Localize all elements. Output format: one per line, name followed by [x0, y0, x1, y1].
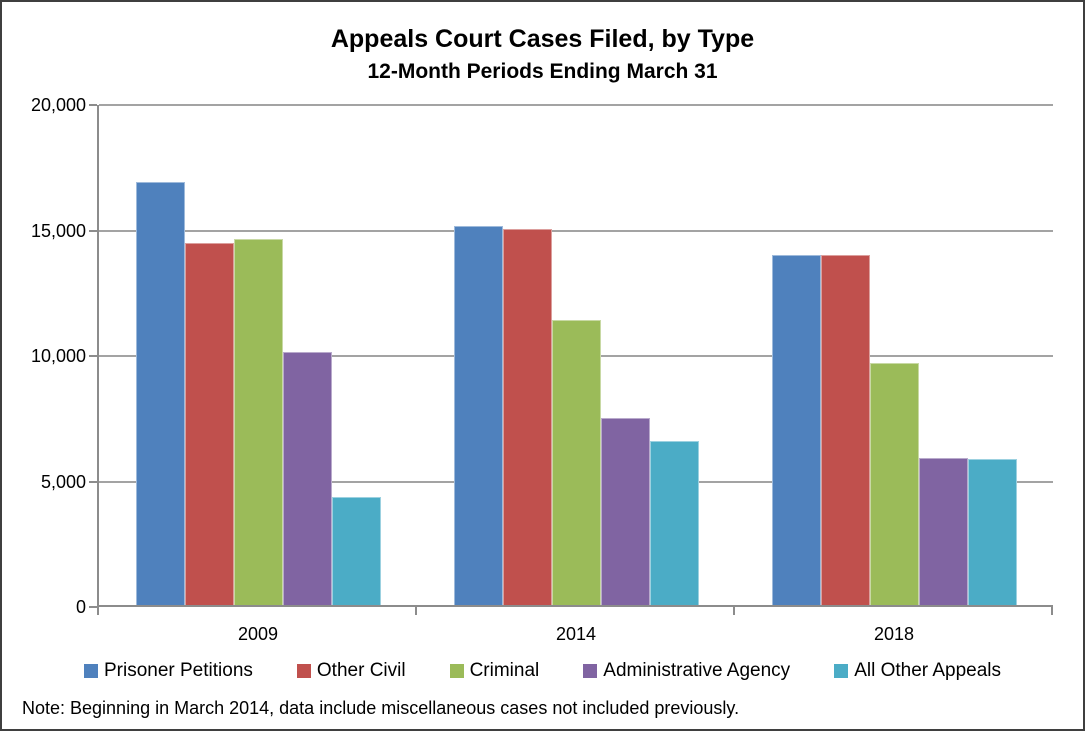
- bar: [918, 458, 968, 605]
- y-axis-tick: [89, 355, 97, 357]
- bar: [967, 459, 1017, 605]
- legend-marker-icon: [449, 664, 464, 678]
- bar: [502, 228, 552, 605]
- plot-area: 0 5,000 10,000 15,000 20,000 2009 2014 2018: [31, 95, 1053, 644]
- legend-marker-icon: [296, 664, 311, 678]
- legend-label: Criminal: [469, 660, 540, 681]
- legend-label: Other Civil: [316, 660, 406, 681]
- legend-marker-icon: [834, 664, 849, 678]
- bar: [600, 417, 650, 605]
- bar: [331, 497, 381, 605]
- legend-item: All Other Appeals: [834, 660, 1001, 682]
- legend-label: Prisoner Petitions: [103, 660, 253, 681]
- x-axis-tick: [415, 607, 417, 615]
- x-axis-tick: [97, 607, 99, 615]
- legend-label: Administrative Agency: [603, 660, 791, 681]
- y-axis-tick: [89, 606, 97, 608]
- legend-item: Other Civil: [296, 660, 406, 682]
- bar: [233, 239, 283, 605]
- legend-label: All Other Appeals: [854, 660, 1001, 681]
- bar: [184, 242, 234, 605]
- legend-item: Prisoner Petitions: [83, 660, 253, 682]
- gridline: [99, 229, 1053, 232]
- bar: [820, 254, 870, 605]
- gridline: [99, 104, 1053, 106]
- category-label: 2009: [237, 624, 279, 644]
- y-axis-tick: [89, 480, 97, 483]
- legend-marker-icon: [83, 664, 98, 678]
- y-axis-tick: [89, 104, 97, 106]
- category-label: 2014: [555, 624, 597, 644]
- x-axis-tick: [1051, 607, 1053, 615]
- legend-marker-icon: [583, 664, 598, 678]
- y-axis-tick-label: 5,000: [40, 471, 86, 492]
- y-axis-tick-label: 20,000: [30, 95, 86, 115]
- legend-item: Administrative Agency: [583, 660, 790, 682]
- y-axis-tick: [89, 229, 97, 232]
- legend-item: Criminal: [449, 660, 540, 682]
- bar: [551, 319, 601, 605]
- bar: [771, 254, 821, 605]
- bar: [453, 226, 503, 605]
- legend: Prisoner Petitions Other Civil Criminal Adm…: [2, 657, 1083, 685]
- chart-note: Note: Beginning in March 2014, data incl…: [22, 698, 740, 718]
- x-axis-line: [97, 605, 1053, 607]
- y-axis-tick-label: 0: [75, 597, 86, 617]
- chart-title: Appeals Court Cases Filed, by Type: [330, 25, 755, 53]
- x-axis-tick: [733, 607, 735, 615]
- y-axis-tick-label: 10,000: [30, 346, 86, 366]
- bar: [282, 352, 332, 605]
- category-label: 2018: [873, 624, 915, 644]
- chart-subtitle: 12-Month Periods Ending March 31: [367, 60, 718, 83]
- bar: [135, 181, 185, 605]
- y-axis-line: [97, 105, 99, 607]
- y-axis-tick-label: 15,000: [30, 220, 86, 241]
- bar: [649, 441, 699, 605]
- bar: [869, 363, 919, 605]
